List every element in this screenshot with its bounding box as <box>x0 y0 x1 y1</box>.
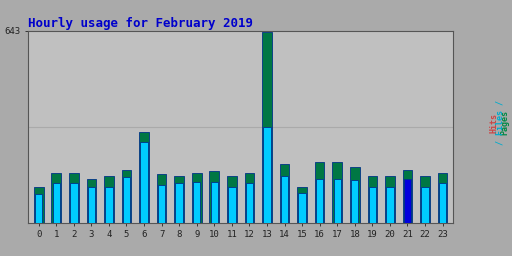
Bar <box>333 178 341 223</box>
Bar <box>87 178 96 223</box>
Bar <box>297 187 307 223</box>
Bar <box>88 187 95 223</box>
Text: / Files /: / Files / <box>495 100 504 145</box>
Bar <box>104 176 114 223</box>
Bar <box>402 169 412 223</box>
Bar <box>404 178 411 223</box>
Bar <box>105 187 113 223</box>
Bar <box>35 194 42 223</box>
Bar <box>351 180 358 223</box>
Bar <box>315 162 325 223</box>
Bar <box>386 187 394 223</box>
Bar <box>51 173 61 223</box>
Bar <box>246 183 253 223</box>
Bar <box>140 142 148 223</box>
Bar <box>263 126 271 223</box>
Bar <box>316 178 324 223</box>
Bar <box>281 176 288 223</box>
Bar <box>175 176 184 223</box>
Bar <box>53 183 60 223</box>
Bar <box>193 183 200 223</box>
Bar <box>210 182 218 223</box>
Bar <box>157 174 166 223</box>
Bar <box>228 187 236 223</box>
Bar <box>34 187 44 223</box>
Text: Pages: Pages <box>501 110 510 135</box>
Bar <box>385 176 395 223</box>
Bar <box>420 176 430 223</box>
Bar <box>227 176 237 223</box>
Bar <box>70 183 77 223</box>
Bar <box>280 164 289 223</box>
Bar <box>139 132 149 223</box>
Bar <box>439 183 446 223</box>
Bar <box>298 194 306 223</box>
Bar <box>158 185 165 223</box>
Bar <box>123 177 130 223</box>
Bar <box>438 173 447 223</box>
Text: Hourly usage for February 2019: Hourly usage for February 2019 <box>28 17 253 29</box>
Bar <box>209 171 219 223</box>
Bar <box>368 176 377 223</box>
Bar <box>350 167 359 223</box>
Bar <box>421 187 429 223</box>
Bar <box>332 162 342 223</box>
Bar <box>262 32 272 223</box>
Bar <box>69 173 79 223</box>
Bar <box>192 173 202 223</box>
Bar <box>122 169 131 223</box>
Bar <box>176 183 183 223</box>
Bar <box>245 173 254 223</box>
Bar <box>369 187 376 223</box>
Text: Hits: Hits <box>489 113 499 133</box>
